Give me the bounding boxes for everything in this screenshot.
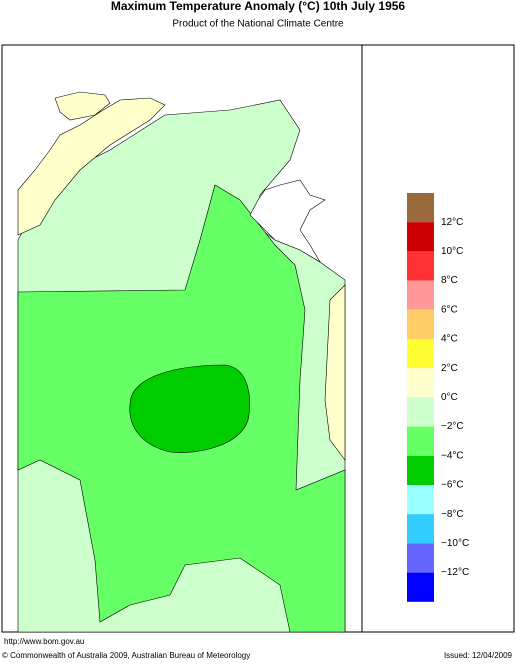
- legend-label: −6°C: [441, 480, 464, 491]
- map: [1, 44, 363, 633]
- legend-label: −8°C: [441, 509, 464, 520]
- legend-swatch: [407, 426, 434, 456]
- legend-swatch: [407, 514, 434, 544]
- legend-label: −10°C: [441, 538, 469, 549]
- copyright: © Commonwealth of Australia 2009, Austra…: [2, 651, 250, 660]
- subtitle: Product of the National Climate Centre: [172, 19, 344, 30]
- title: Maximum Temperature Anomaly (°C) 10th Ju…: [111, 0, 406, 13]
- anomaly-minus4-to-minus6: [129, 364, 250, 453]
- legend-swatch: [407, 485, 434, 515]
- legend-label: 8°C: [441, 275, 458, 286]
- legend: 12°C 10°C 8°C 6°C 4°C 2°C 0°C −2°C −4°C −6°C −8°C −…: [407, 193, 469, 602]
- legend-swatch: [407, 251, 434, 281]
- legend-swatch: [407, 280, 434, 310]
- legend-swatch: [407, 222, 434, 252]
- url: http://www.bom.gov.au: [4, 637, 84, 646]
- legend-swatch: [407, 455, 434, 485]
- legend-swatch: [407, 572, 434, 602]
- legend-label: 4°C: [441, 334, 458, 345]
- legend-swatch: [407, 397, 434, 427]
- legend-label: 10°C: [441, 246, 463, 257]
- legend-label: −4°C: [441, 450, 464, 461]
- legend-swatch: [407, 309, 434, 339]
- issued: Issued: 12/04/2009: [444, 651, 513, 660]
- legend-swatch: [407, 543, 434, 573]
- legend-swatch: [407, 368, 434, 398]
- legend-swatch: [407, 339, 434, 369]
- sea-gulf: [249, 179, 326, 263]
- legend-label: 6°C: [441, 304, 458, 315]
- legend-label: 2°C: [441, 363, 458, 374]
- legend-label: −12°C: [441, 567, 469, 578]
- legend-label: 12°C: [441, 217, 463, 228]
- legend-swatch: [407, 193, 434, 223]
- legend-label: 0°C: [441, 392, 458, 403]
- legend-label: −2°C: [441, 421, 464, 432]
- land-0-to-2: [17, 91, 166, 236]
- land-east: [324, 284, 346, 461]
- legend-panel: [361, 44, 515, 633]
